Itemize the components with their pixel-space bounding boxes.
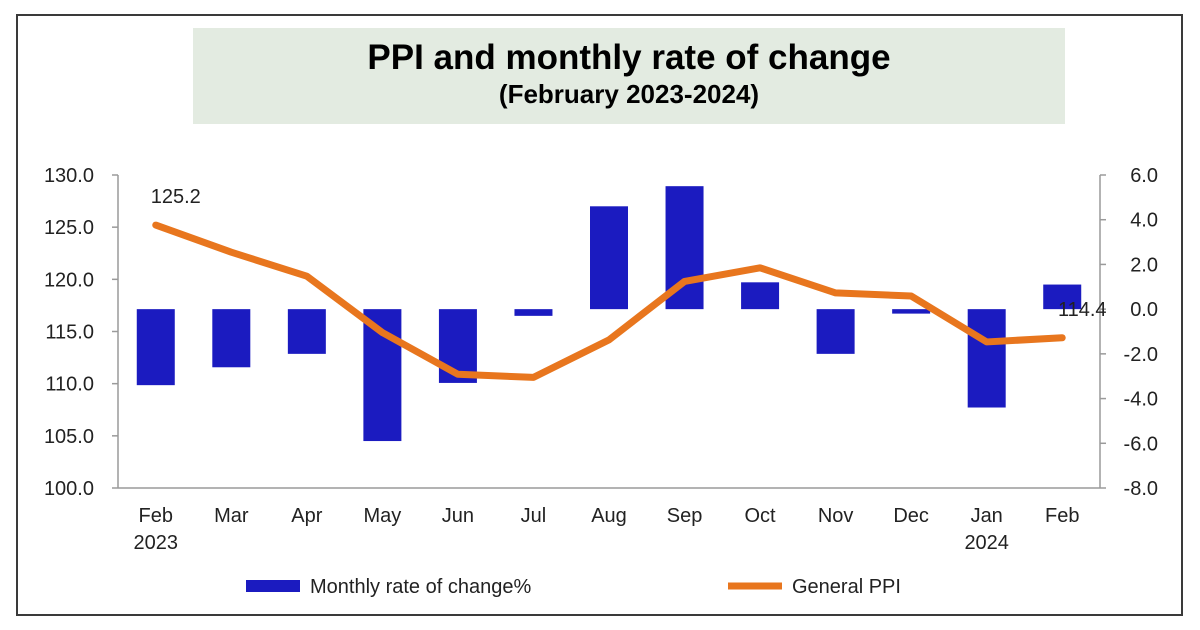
rate-bar [514,309,553,316]
x-tick-label: Jun [442,505,474,527]
title-box: PPI and monthly rate of change (February… [193,28,1065,124]
left-tick-label: 105.0 [44,426,94,448]
right-tick-label: -6.0 [1124,433,1158,455]
legend-bar-swatch [246,580,300,592]
x-tick-label: Dec [893,505,929,527]
x-tick-year-label: 2024 [964,532,1009,554]
chart-subtitle: (February 2023-2024) [498,79,760,109]
legend-bar-label: Monthly rate of change% [310,576,531,598]
right-tick-label: -8.0 [1124,478,1158,500]
left-tick-label: 120.0 [44,269,94,291]
x-tick-label: Apr [291,505,322,527]
legend-line-label: General PPI [792,576,901,598]
left-tick-label: 125.0 [44,217,94,239]
x-tick-label: Nov [818,505,854,527]
rate-bar [1043,284,1082,310]
rate-bar [287,309,326,354]
x-tick-year-label: 2023 [134,532,179,554]
rate-bar [212,309,251,368]
rate-bar [136,309,175,386]
x-tick-label: Jan [971,505,1003,527]
x-tick-label: Feb [139,505,173,527]
x-tick-label: Aug [591,505,627,527]
x-tick-label: Jul [521,505,547,527]
rate-bar [967,309,1006,408]
left-tick-label: 110.0 [45,374,94,396]
left-tick-label: 115.0 [45,322,94,344]
x-tick-label: May [363,505,401,527]
x-tick-label: Mar [214,505,249,527]
ppi-line [152,221,1066,381]
rate-bar [892,309,931,314]
x-tick-label: Sep [667,505,703,527]
data-label: 125.2 [151,186,201,208]
rate-bar [816,309,855,354]
left-tick-label: 130.0 [44,165,94,187]
right-tick-label: -4.0 [1124,389,1158,411]
rate-bar [741,282,780,310]
right-tick-label: 2.0 [1130,254,1158,276]
data-label: 114.4 [1058,299,1107,321]
x-tick-label: Oct [745,505,777,527]
right-tick-label: 4.0 [1130,210,1158,232]
right-tick-label: -2.0 [1124,344,1158,366]
right-tick-label: 0.0 [1130,299,1158,321]
x-tick-label: Feb [1045,505,1079,527]
rate-bar [590,206,628,310]
right-tick-label: 6.0 [1130,165,1158,187]
chart-title: PPI and monthly rate of change [367,38,891,77]
left-tick-label: 100.0 [44,478,94,500]
